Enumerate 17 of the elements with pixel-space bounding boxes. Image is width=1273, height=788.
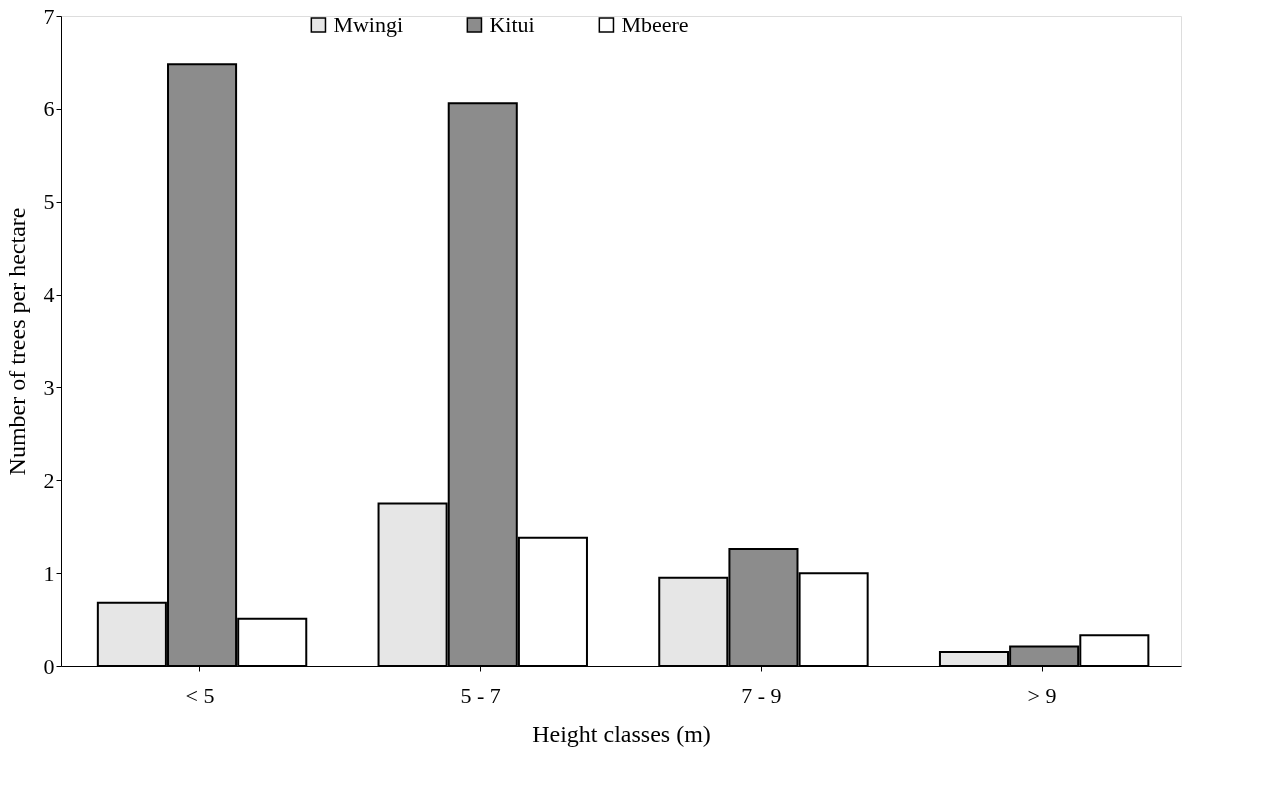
y-tick-label: 6 [43,96,55,122]
y-tick-label: 1 [43,560,55,586]
y-tick-label: 0 [43,653,55,679]
x-tick-label: < 5 [185,682,215,708]
legend-label: Mwingi [333,12,404,37]
y-tick-label: 4 [43,282,55,308]
x-tick-label: > 9 [1027,682,1057,708]
legend-label: Mbeere [621,12,689,37]
x-tick-label: 5 - 7 [460,682,501,708]
y-tick-label: 5 [43,189,55,215]
x-axis-title: Height classes (m) [532,720,711,747]
y-tick-label: 7 [43,3,55,29]
x-tick-label: 7 - 9 [741,682,782,708]
legend-label: Kitui [489,12,535,37]
y-tick-label: 2 [43,467,55,493]
y-axis-title: Number of trees per hectare [3,207,30,476]
y-tick-label: 3 [43,374,55,400]
